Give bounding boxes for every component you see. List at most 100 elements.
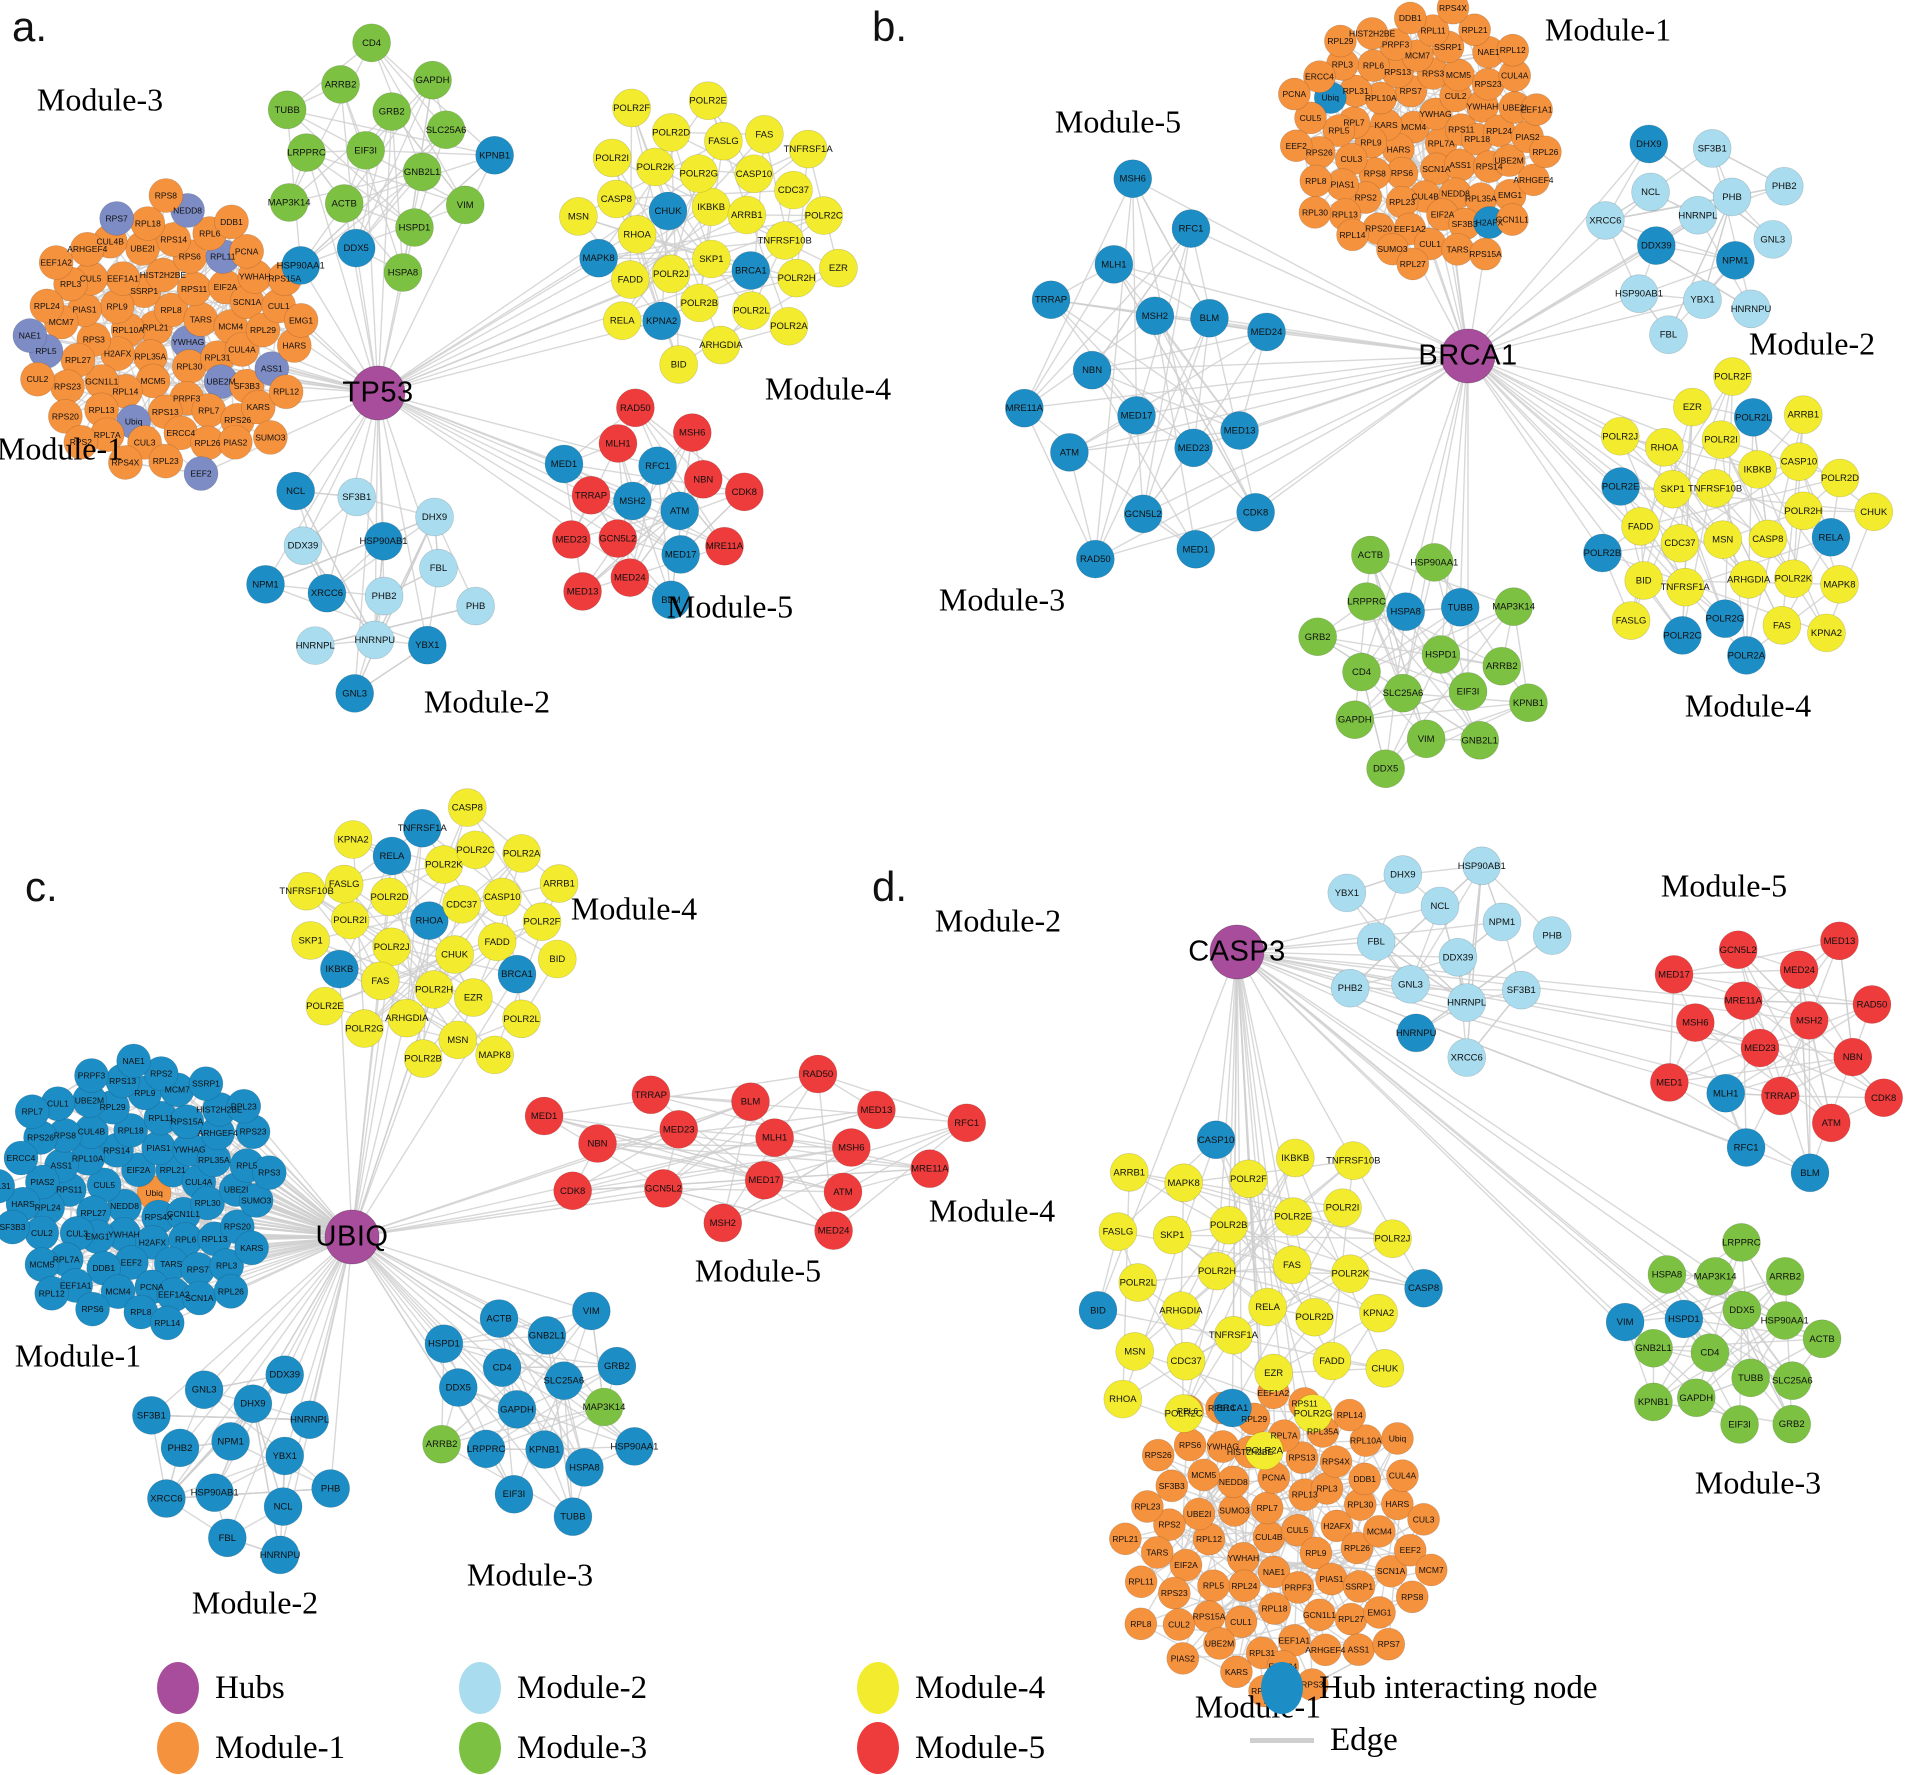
edge [1741, 1309, 1793, 1425]
node-label-RPL29: RPL29 [1327, 36, 1353, 46]
node-label-RPS23: RPS23 [1475, 79, 1502, 89]
node-label-RHOA: RHOA [623, 229, 651, 240]
node-IKBKB [1738, 450, 1777, 489]
node-label-CUL5: CUL5 [1300, 113, 1322, 123]
edge [265, 583, 428, 646]
edge [458, 1386, 635, 1448]
node-ARRB1 [727, 195, 767, 235]
node-label-RPL13: RPL13 [1332, 210, 1358, 220]
node-label-RHOA: RHOA [1109, 1394, 1137, 1405]
edge [629, 465, 659, 578]
node-label-CUL4B: CUL4B [1255, 1532, 1283, 1542]
node-ARRB1 [1783, 395, 1823, 434]
node-label-RPS26: RPS26 [27, 1133, 54, 1143]
node-label-MCM7: MCM7 [165, 1085, 190, 1095]
node-label-POLR2G: POLR2G [1294, 1409, 1333, 1420]
node-label-LRPPRC: LRPPRC [1722, 1237, 1761, 1248]
node-label-NEDD8: NEDD8 [1219, 1477, 1248, 1487]
node-label-RPS7: RPS7 [1400, 86, 1422, 96]
node-label-SKP1: SKP1 [699, 254, 723, 265]
module4-swatch-icon [857, 1662, 899, 1714]
node-label-RPS8: RPS8 [1401, 1592, 1423, 1602]
node-label-RPL8: RPL8 [130, 1307, 152, 1317]
legend-label: Hub interacting node [1319, 1669, 1598, 1706]
edge [1255, 355, 1469, 513]
legend-item-module2: Module-2 [459, 1662, 647, 1714]
node-POLR2L [1733, 398, 1773, 437]
edge [1023, 407, 1197, 550]
node-label-RAD50: RAD50 [1080, 554, 1111, 565]
node-label-UBE2I: UBE2I [224, 1185, 249, 1195]
node-label-ARRB1: ARRB1 [1113, 1167, 1145, 1178]
node-MAP3K14 [1494, 587, 1533, 626]
node-label-EZR: EZR [1264, 1368, 1283, 1379]
edge [656, 465, 672, 600]
node-label-MED24: MED24 [1251, 327, 1283, 338]
edge [1354, 606, 1461, 721]
node-label-RPL6: RPL6 [199, 229, 221, 239]
node-label-DDX5: DDX5 [343, 243, 368, 254]
node-label-CD4: CD4 [362, 38, 381, 49]
node-label-ARRB1: ARRB1 [731, 210, 763, 221]
node-HSPA8 [383, 253, 423, 292]
edge [833, 1122, 968, 1232]
node-RPL14 [1336, 218, 1369, 252]
edge [288, 42, 373, 203]
node-label-SSRP1: SSRP1 [1345, 1581, 1373, 1591]
node-label-MSH2: MSH2 [1142, 311, 1168, 322]
node-label-RPL23: RPL23 [231, 1101, 257, 1111]
node-label-CDC37: CDC37 [1664, 538, 1695, 549]
node-RHOA [1645, 427, 1684, 467]
edge [1415, 935, 1553, 1034]
node-label-HSP90AB1: HSP90AB1 [191, 1488, 239, 1499]
node-label-VIM: VIM [1418, 734, 1435, 745]
node-EEF1A2 [38, 245, 74, 280]
node-KPNA2 [642, 301, 681, 341]
edge [377, 214, 748, 394]
node-label-RPL14: RPL14 [112, 386, 138, 396]
node-NCL [276, 471, 315, 511]
edge [1695, 1275, 1786, 1399]
node-label-NEDD8: NEDD8 [110, 1201, 139, 1211]
node-label-Ubiq: Ubiq [1389, 1433, 1407, 1443]
node-label-POLR2F: POLR2F [1714, 372, 1751, 383]
node-label-RFC1: RFC1 [645, 461, 670, 472]
hub-node-BRCA1 [1440, 328, 1496, 384]
node-BLM [1190, 298, 1229, 338]
node-CDC37 [774, 170, 813, 210]
node-CD4 [1342, 652, 1381, 692]
node-label-TNFRSF1A: TNFRSF1A [784, 144, 834, 155]
node-label-RPL18: RPL18 [1262, 1604, 1288, 1614]
node-GRB2 [1298, 617, 1337, 657]
nodes-layer [0, 0, 1903, 1708]
node-label-NBN: NBN [1843, 1052, 1863, 1063]
node-EZR [1673, 387, 1712, 427]
node-label-RAD50: RAD50 [620, 403, 651, 414]
node-label-RPS15A: RPS15A [1469, 249, 1502, 259]
node-label-KPNB1: KPNB1 [529, 1445, 560, 1456]
node-label-SCN1A: SCN1A [233, 297, 262, 307]
node-label-PHB: PHB [1722, 192, 1742, 203]
node-label-EMG1: EMG1 [85, 1232, 109, 1242]
edge [1385, 702, 1529, 770]
edge [265, 516, 435, 585]
node-label-DHX9: DHX9 [240, 1399, 265, 1410]
node-label-PRPF3: PRPF3 [1382, 40, 1410, 50]
node-label-RPL14: RPL14 [154, 1318, 180, 1328]
node-RPS4X [1436, 0, 1470, 25]
node-label-RPS6: RPS6 [1391, 168, 1413, 178]
node-label-RPL29: RPL29 [1241, 1414, 1267, 1424]
node-label-RPS6: RPS6 [179, 252, 201, 262]
node-label-UBE2M: UBE2M [206, 377, 235, 387]
edge [1653, 1401, 1792, 1425]
module-label: Module-3 [1694, 1464, 1822, 1501]
node-label-HSP90AB1: HSP90AB1 [1458, 861, 1506, 872]
node-label-Ubiq: Ubiq [1322, 93, 1340, 103]
node-label-RPL13: RPL13 [202, 1234, 228, 1244]
panel-letter-a: a. [12, 3, 48, 50]
node-label-FASLG: FASLG [1616, 616, 1647, 627]
node-EMG1 [283, 303, 319, 338]
node-RPL29 [1324, 24, 1357, 58]
node-RPS20 [48, 399, 83, 434]
node-label-PIAS1: PIAS1 [1319, 1574, 1343, 1584]
